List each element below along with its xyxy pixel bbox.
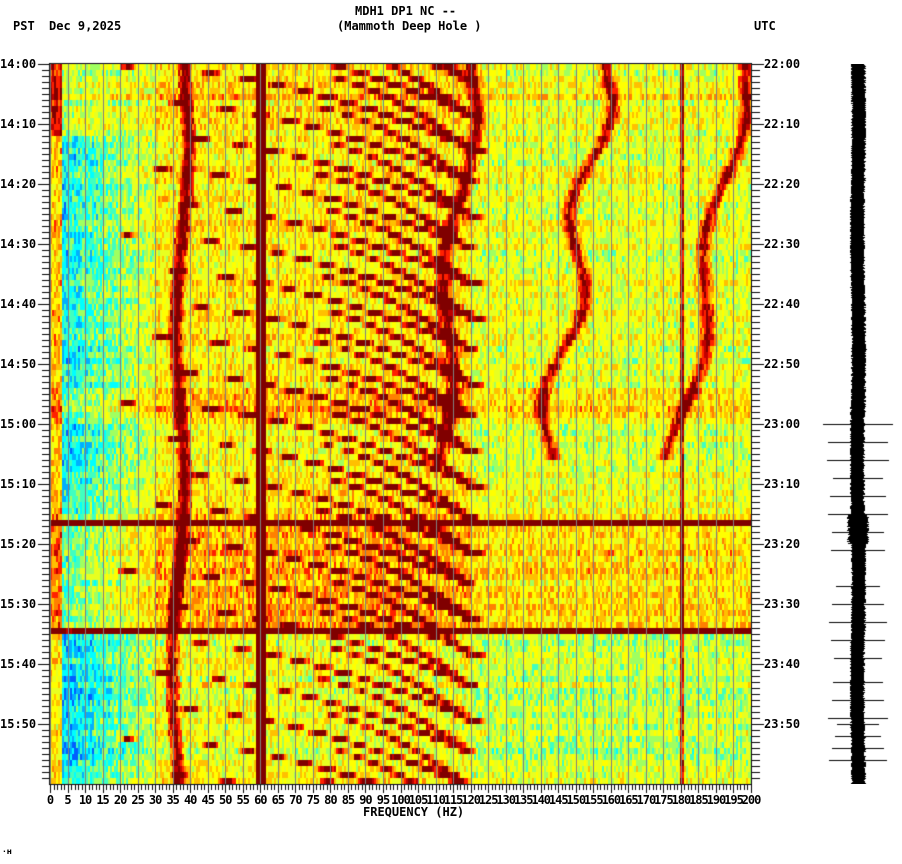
x-tick-label: 130 bbox=[496, 793, 516, 807]
y-tick-label-left: 15:50 bbox=[0, 717, 37, 731]
x-tick-label: 160 bbox=[601, 793, 621, 807]
x-tick-label: 90 bbox=[359, 793, 372, 807]
x-tick-label: 190 bbox=[706, 793, 727, 807]
x-tick-label: 135 bbox=[513, 793, 534, 807]
y-tick-label-right: 22:00 bbox=[764, 57, 801, 71]
x-tick-label: 155 bbox=[583, 793, 604, 807]
x-tick-label: 80 bbox=[324, 793, 337, 807]
y-tick-label-left: 14:10 bbox=[0, 117, 37, 131]
x-tick-label: 50 bbox=[219, 793, 232, 807]
x-tick-label: 185 bbox=[689, 793, 709, 807]
x-tick-label: 100 bbox=[391, 793, 411, 807]
y-tick-label-right: 22:40 bbox=[764, 297, 801, 311]
x-tick-label: 75 bbox=[306, 793, 320, 807]
x-tick-label: 65 bbox=[271, 793, 285, 807]
y-tick-label-right: 23:00 bbox=[764, 417, 801, 431]
y-tick-label-left: 15:40 bbox=[0, 657, 37, 671]
y-tick-label-right: 23:50 bbox=[764, 717, 801, 731]
x-tick-label: 150 bbox=[566, 793, 586, 807]
y-tick-label-left: 15:00 bbox=[0, 417, 37, 431]
y-tick-label-right: 22:30 bbox=[764, 237, 801, 251]
x-tick-label: 125 bbox=[478, 793, 499, 807]
x-tick-label: 200 bbox=[741, 793, 762, 807]
x-tick-label: 70 bbox=[289, 793, 302, 807]
y-tick-label-right: 23:30 bbox=[764, 597, 801, 611]
x-tick-label: 170 bbox=[636, 793, 657, 807]
x-tick-label: 20 bbox=[113, 793, 127, 807]
y-tick-label-right: 23:20 bbox=[764, 537, 801, 551]
y-tick-label-right: 22:10 bbox=[764, 117, 801, 131]
y-tick-label-left: 14:20 bbox=[0, 177, 37, 191]
x-tick-label: 105 bbox=[408, 793, 429, 807]
y-tick-label-left: 15:30 bbox=[0, 597, 37, 611]
x-tick-label: 85 bbox=[341, 793, 355, 807]
x-tick-label: 195 bbox=[724, 793, 744, 807]
y-tick-label-left: 14:40 bbox=[0, 297, 37, 311]
x-tick-label: 60 bbox=[254, 793, 267, 807]
y-tick-label-left: 15:10 bbox=[0, 477, 37, 491]
x-tick-label: 15 bbox=[96, 793, 109, 807]
x-tick-label: 55 bbox=[236, 793, 250, 807]
x-tick-label: 40 bbox=[183, 793, 197, 807]
x-tick-label: 30 bbox=[148, 793, 162, 807]
y-tick-label-right: 23:40 bbox=[764, 657, 801, 671]
x-tick-label: 165 bbox=[618, 793, 639, 807]
y-tick-label-right: 22:20 bbox=[764, 177, 801, 191]
x-tick-label: 120 bbox=[461, 793, 481, 807]
seismogram-trace bbox=[820, 64, 900, 784]
x-tick-label: 35 bbox=[166, 793, 179, 807]
y-tick-label-left: 14:00 bbox=[0, 57, 37, 71]
x-tick-label: 180 bbox=[671, 793, 692, 807]
y-tick-label-right: 22:50 bbox=[764, 357, 801, 371]
y-tick-label-left: 14:50 bbox=[0, 357, 37, 371]
x-tick-label: 5 bbox=[64, 793, 71, 807]
y-tick-label-left: 15:20 bbox=[0, 537, 37, 551]
x-tick-label: 145 bbox=[548, 793, 569, 807]
x-tick-label: 95 bbox=[376, 793, 390, 807]
x-tick-label: 10 bbox=[78, 793, 92, 807]
x-tick-label: 0 bbox=[46, 793, 54, 807]
footer-mark: ·ʜ bbox=[2, 847, 12, 856]
x-axis-title: FREQUENCY (HZ) bbox=[363, 805, 465, 819]
x-tick-label: 45 bbox=[201, 793, 214, 807]
x-tick-label: 110 bbox=[426, 793, 446, 807]
x-tick-label: 25 bbox=[131, 793, 144, 807]
x-tick-label: 140 bbox=[531, 793, 551, 807]
y-tick-label-left: 14:30 bbox=[0, 237, 37, 251]
x-tick-label: 115 bbox=[443, 793, 464, 807]
y-tick-label-right: 23:10 bbox=[764, 477, 801, 491]
x-tick-label: 175 bbox=[654, 793, 674, 807]
